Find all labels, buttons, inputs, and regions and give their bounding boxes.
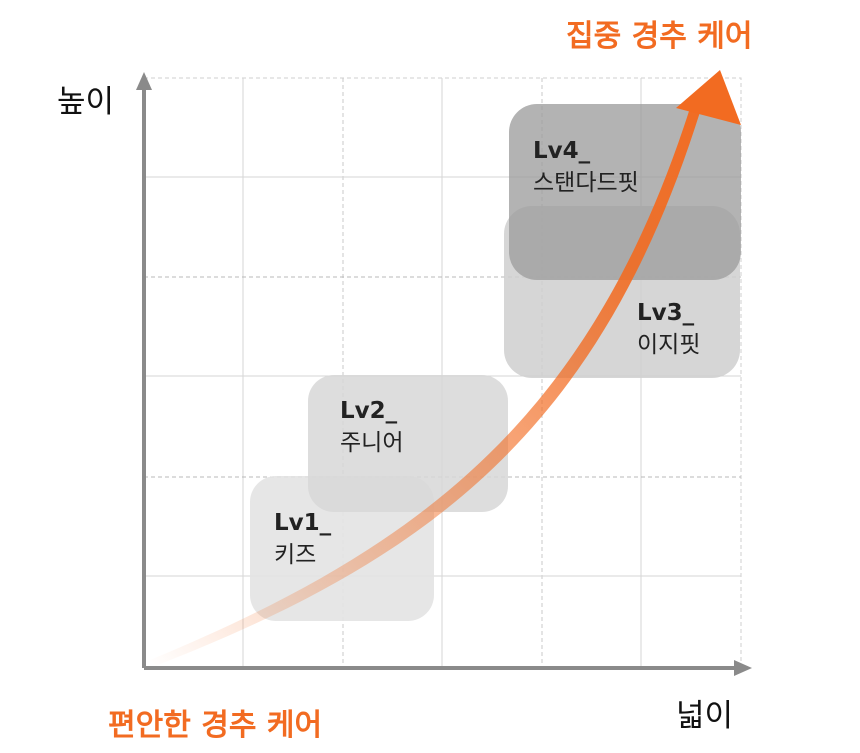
growth-arrow bbox=[150, 70, 741, 668]
lv1-name: 키즈 bbox=[274, 542, 316, 568]
lv4-name: 스탠다드핏 bbox=[533, 170, 639, 196]
x-axis-label: 넓이 bbox=[676, 698, 733, 734]
level-box-lv1 bbox=[250, 476, 434, 621]
axes bbox=[136, 72, 752, 676]
lv4-code: Lv4_ bbox=[533, 138, 591, 164]
comfort-care-label: 편안한 경추 케어 bbox=[108, 708, 322, 743]
lv2-name: 주니어 bbox=[340, 430, 403, 456]
y-axis-label: 높이 bbox=[57, 84, 114, 120]
lv1-code: Lv1_ bbox=[274, 510, 332, 536]
lv3-code: Lv3_ bbox=[637, 300, 695, 326]
focused-care-label: 집중 경추 케어 bbox=[566, 19, 753, 54]
level-box-lv2 bbox=[308, 375, 508, 512]
lv2-code: Lv2_ bbox=[340, 398, 398, 424]
lv3-name: 이지핏 bbox=[637, 332, 700, 358]
